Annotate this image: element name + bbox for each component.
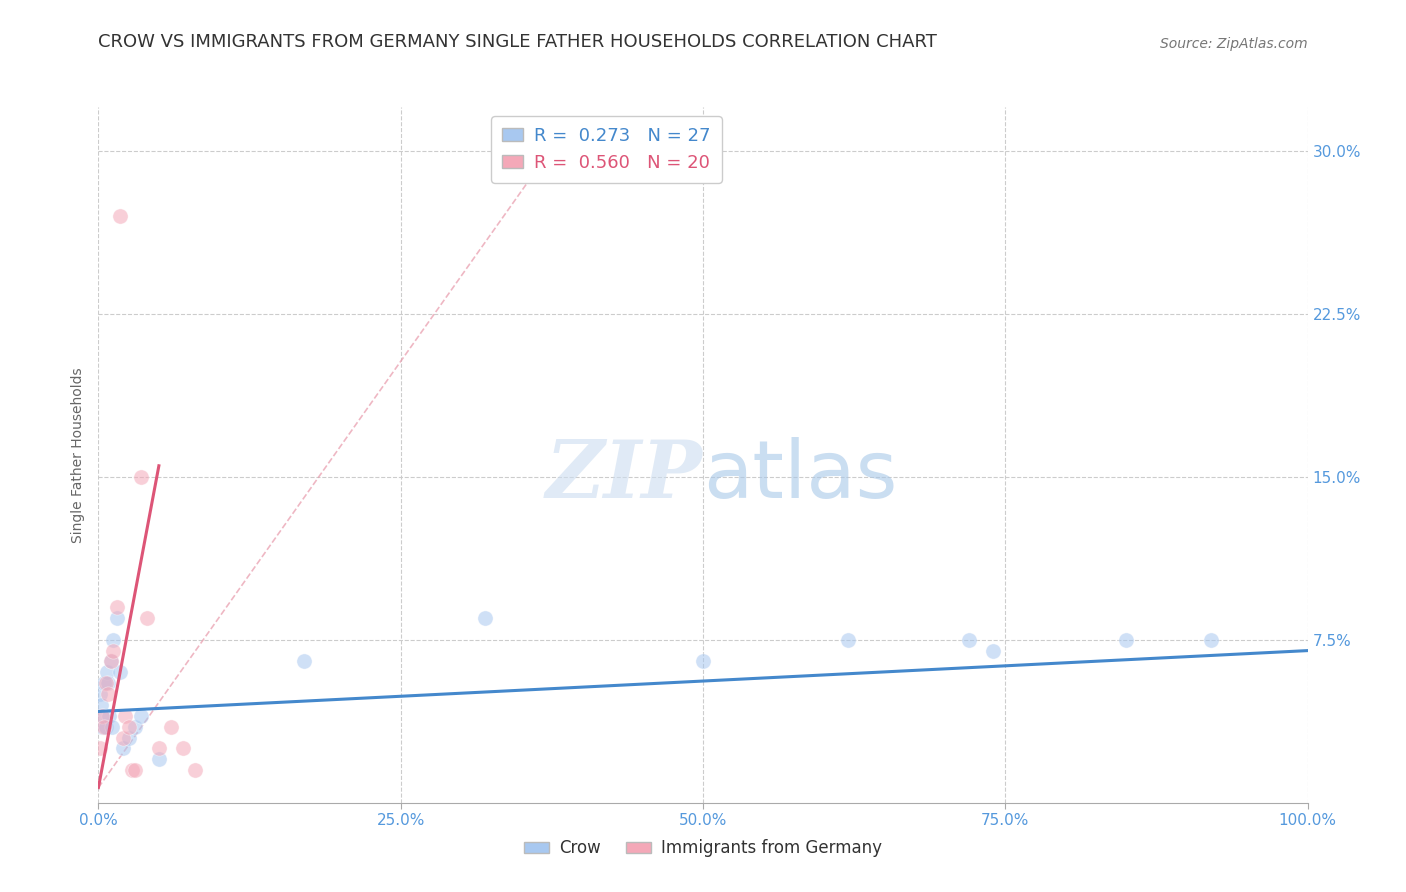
Point bbox=[105, 611, 128, 625]
Point bbox=[118, 731, 141, 745]
Point bbox=[101, 643, 124, 657]
Point bbox=[129, 708, 152, 723]
Point bbox=[148, 741, 170, 756]
Point bbox=[94, 720, 117, 734]
Point bbox=[124, 763, 146, 777]
Point bbox=[98, 708, 121, 723]
Point bbox=[108, 209, 131, 223]
Point bbox=[90, 698, 112, 712]
Point bbox=[474, 611, 496, 625]
Point bbox=[957, 632, 980, 647]
Point bbox=[292, 655, 315, 669]
Point bbox=[97, 687, 120, 701]
Point bbox=[93, 720, 115, 734]
Point bbox=[89, 687, 111, 701]
Text: CROW VS IMMIGRANTS FROM GERMANY SINGLE FATHER HOUSEHOLDS CORRELATION CHART: CROW VS IMMIGRANTS FROM GERMANY SINGLE F… bbox=[98, 33, 938, 52]
Point bbox=[101, 632, 124, 647]
Legend: Crow, Immigrants from Germany: Crow, Immigrants from Germany bbox=[517, 833, 889, 864]
Point bbox=[1115, 632, 1137, 647]
Point bbox=[1199, 632, 1222, 647]
Point bbox=[184, 763, 207, 777]
Point bbox=[111, 731, 134, 745]
Point bbox=[135, 611, 157, 625]
Point bbox=[100, 655, 122, 669]
Point bbox=[692, 655, 714, 669]
Point bbox=[91, 708, 114, 723]
Point bbox=[114, 708, 136, 723]
Point bbox=[124, 720, 146, 734]
Point bbox=[121, 763, 143, 777]
Point bbox=[100, 720, 122, 734]
Point bbox=[91, 708, 114, 723]
Point bbox=[148, 752, 170, 766]
Y-axis label: Single Father Households: Single Father Households bbox=[72, 368, 86, 542]
Point bbox=[94, 676, 117, 690]
Text: ZIP: ZIP bbox=[546, 437, 703, 515]
Point bbox=[89, 741, 111, 756]
Text: atlas: atlas bbox=[703, 437, 897, 515]
Point bbox=[118, 720, 141, 734]
Point bbox=[97, 676, 120, 690]
Point bbox=[96, 665, 118, 680]
Text: Source: ZipAtlas.com: Source: ZipAtlas.com bbox=[1160, 37, 1308, 52]
Point bbox=[91, 720, 114, 734]
Point bbox=[93, 676, 115, 690]
Point bbox=[111, 741, 134, 756]
Point bbox=[172, 741, 194, 756]
Point bbox=[981, 643, 1004, 657]
Point bbox=[105, 600, 128, 615]
Point bbox=[100, 655, 122, 669]
Point bbox=[837, 632, 859, 647]
Point bbox=[160, 720, 183, 734]
Point bbox=[108, 665, 131, 680]
Point bbox=[129, 469, 152, 483]
